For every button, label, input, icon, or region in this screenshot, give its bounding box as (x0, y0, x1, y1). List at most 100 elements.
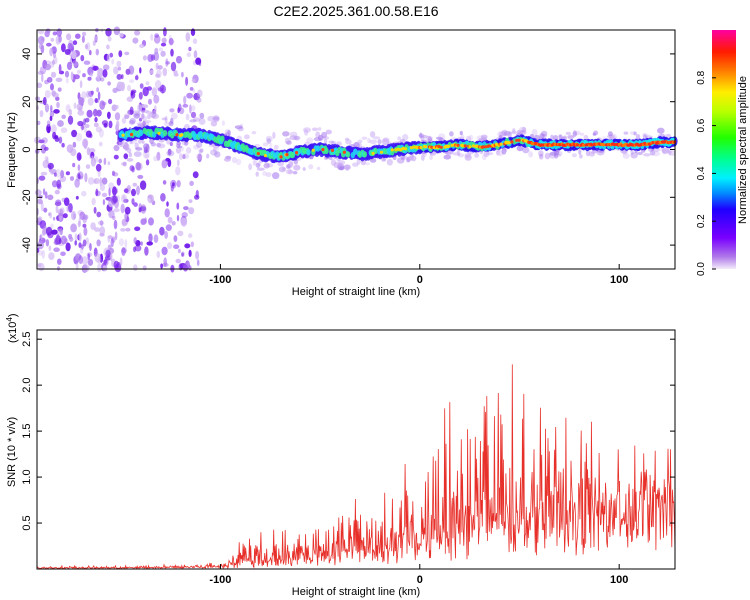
noise-dot (181, 212, 188, 218)
noise-dot (149, 69, 154, 74)
haze-dot (464, 154, 472, 161)
colorbar-ticks: 0.0 0.2 0.4 0.6 0.8 (696, 70, 716, 276)
haze-dot (580, 132, 585, 136)
noise-dot (87, 76, 92, 81)
noise-dot (40, 144, 47, 154)
noise-dot (51, 229, 58, 235)
noise-dot (160, 193, 166, 202)
haze-dot (157, 143, 166, 149)
haze-dot (143, 120, 152, 123)
noise-dot (194, 194, 200, 200)
noise-dot (76, 152, 82, 161)
trace-core (321, 148, 325, 152)
noise-dot (106, 44, 110, 50)
noise-dot (94, 253, 102, 263)
noise-dot (181, 71, 184, 78)
haze-dot (522, 126, 526, 133)
haze-dot (206, 153, 210, 159)
noise-dot (107, 161, 111, 166)
haze-dot (501, 147, 507, 155)
noise-dot (58, 35, 62, 43)
haze-dot (146, 111, 153, 115)
noise-dot (124, 114, 130, 120)
frequency-tick-label: 40 (21, 48, 33, 60)
noise-dot (170, 48, 174, 57)
haze-dot (458, 153, 465, 158)
noise-dot (119, 32, 124, 38)
trace-core (403, 147, 407, 151)
haze-dot (578, 148, 582, 155)
haze-dot (623, 131, 629, 135)
noise-dot (75, 33, 81, 39)
height-axis-bottom: -100 0 100 (209, 564, 628, 586)
noise-dot (97, 263, 102, 273)
noise-dot (140, 241, 143, 246)
spectrogram-panel: -40 -20 0 20 40 -100 0 100 Frequency (Hz) Heig… (6, 26, 678, 298)
haze-dot (293, 159, 298, 165)
trace-core (446, 144, 451, 148)
trace-core (285, 153, 289, 157)
noise-dot (134, 112, 142, 116)
trace-core (494, 142, 498, 146)
noise-dot (153, 105, 157, 114)
noise-dot (103, 157, 107, 165)
colorbar-tick-label: 0.2 (696, 214, 707, 228)
noise-dot (175, 55, 183, 64)
haze-dot (178, 153, 184, 160)
noise-dot (74, 233, 78, 243)
noise-dot (190, 241, 194, 248)
noise-dot (134, 226, 141, 232)
noise-dot (37, 216, 43, 222)
noise-dot (188, 233, 193, 238)
noise-dot (110, 237, 114, 248)
noise-dot (70, 223, 77, 233)
haze-dot (223, 157, 231, 162)
noise-dot (61, 43, 66, 53)
trace-core (590, 143, 594, 147)
noise-dot (53, 247, 60, 252)
height-tick-label-top: -100 (209, 274, 231, 286)
noise-dot (107, 81, 111, 86)
noise-dot (135, 161, 141, 171)
noise-dot (102, 64, 110, 71)
snr-tick-label: 0.5 (21, 515, 33, 530)
noise-dot (132, 37, 139, 44)
haze-dot (550, 134, 554, 140)
noise-dot (125, 68, 131, 75)
noise-dot (96, 87, 99, 93)
haze-dot (282, 131, 290, 137)
noise-dot (54, 237, 60, 246)
noise-dot (113, 208, 120, 213)
trace-core (390, 148, 394, 152)
haze-dot (199, 112, 205, 119)
noise-dot (165, 61, 170, 65)
noise-dot (103, 259, 109, 266)
noise-dot (77, 120, 84, 127)
haze-dot (592, 132, 597, 136)
frequency-tick-label: -40 (21, 237, 33, 253)
haze-dot (328, 140, 335, 144)
haze-dot (302, 167, 306, 171)
noise-dot (61, 142, 65, 148)
noise-dot (56, 168, 61, 178)
trace-core (430, 145, 434, 149)
noise-dot (77, 220, 81, 228)
noise-dot (52, 51, 57, 58)
haze-dot (141, 115, 148, 121)
haze-dot (272, 172, 280, 180)
haze-dot (129, 117, 136, 125)
noise-dot (97, 220, 105, 226)
noise-dot (140, 218, 147, 225)
haze-dot (633, 131, 637, 136)
noise-dot (112, 186, 117, 196)
haze-dot (629, 131, 636, 136)
haze-dot (418, 133, 425, 138)
haze-dot (134, 113, 140, 119)
noise-dot (134, 244, 142, 252)
noise-dot (67, 115, 74, 125)
noise-dot (43, 207, 48, 213)
noise-dot (172, 182, 175, 187)
noise-dot (113, 219, 118, 230)
haze-dot (212, 115, 220, 123)
noise-dot (169, 108, 175, 113)
